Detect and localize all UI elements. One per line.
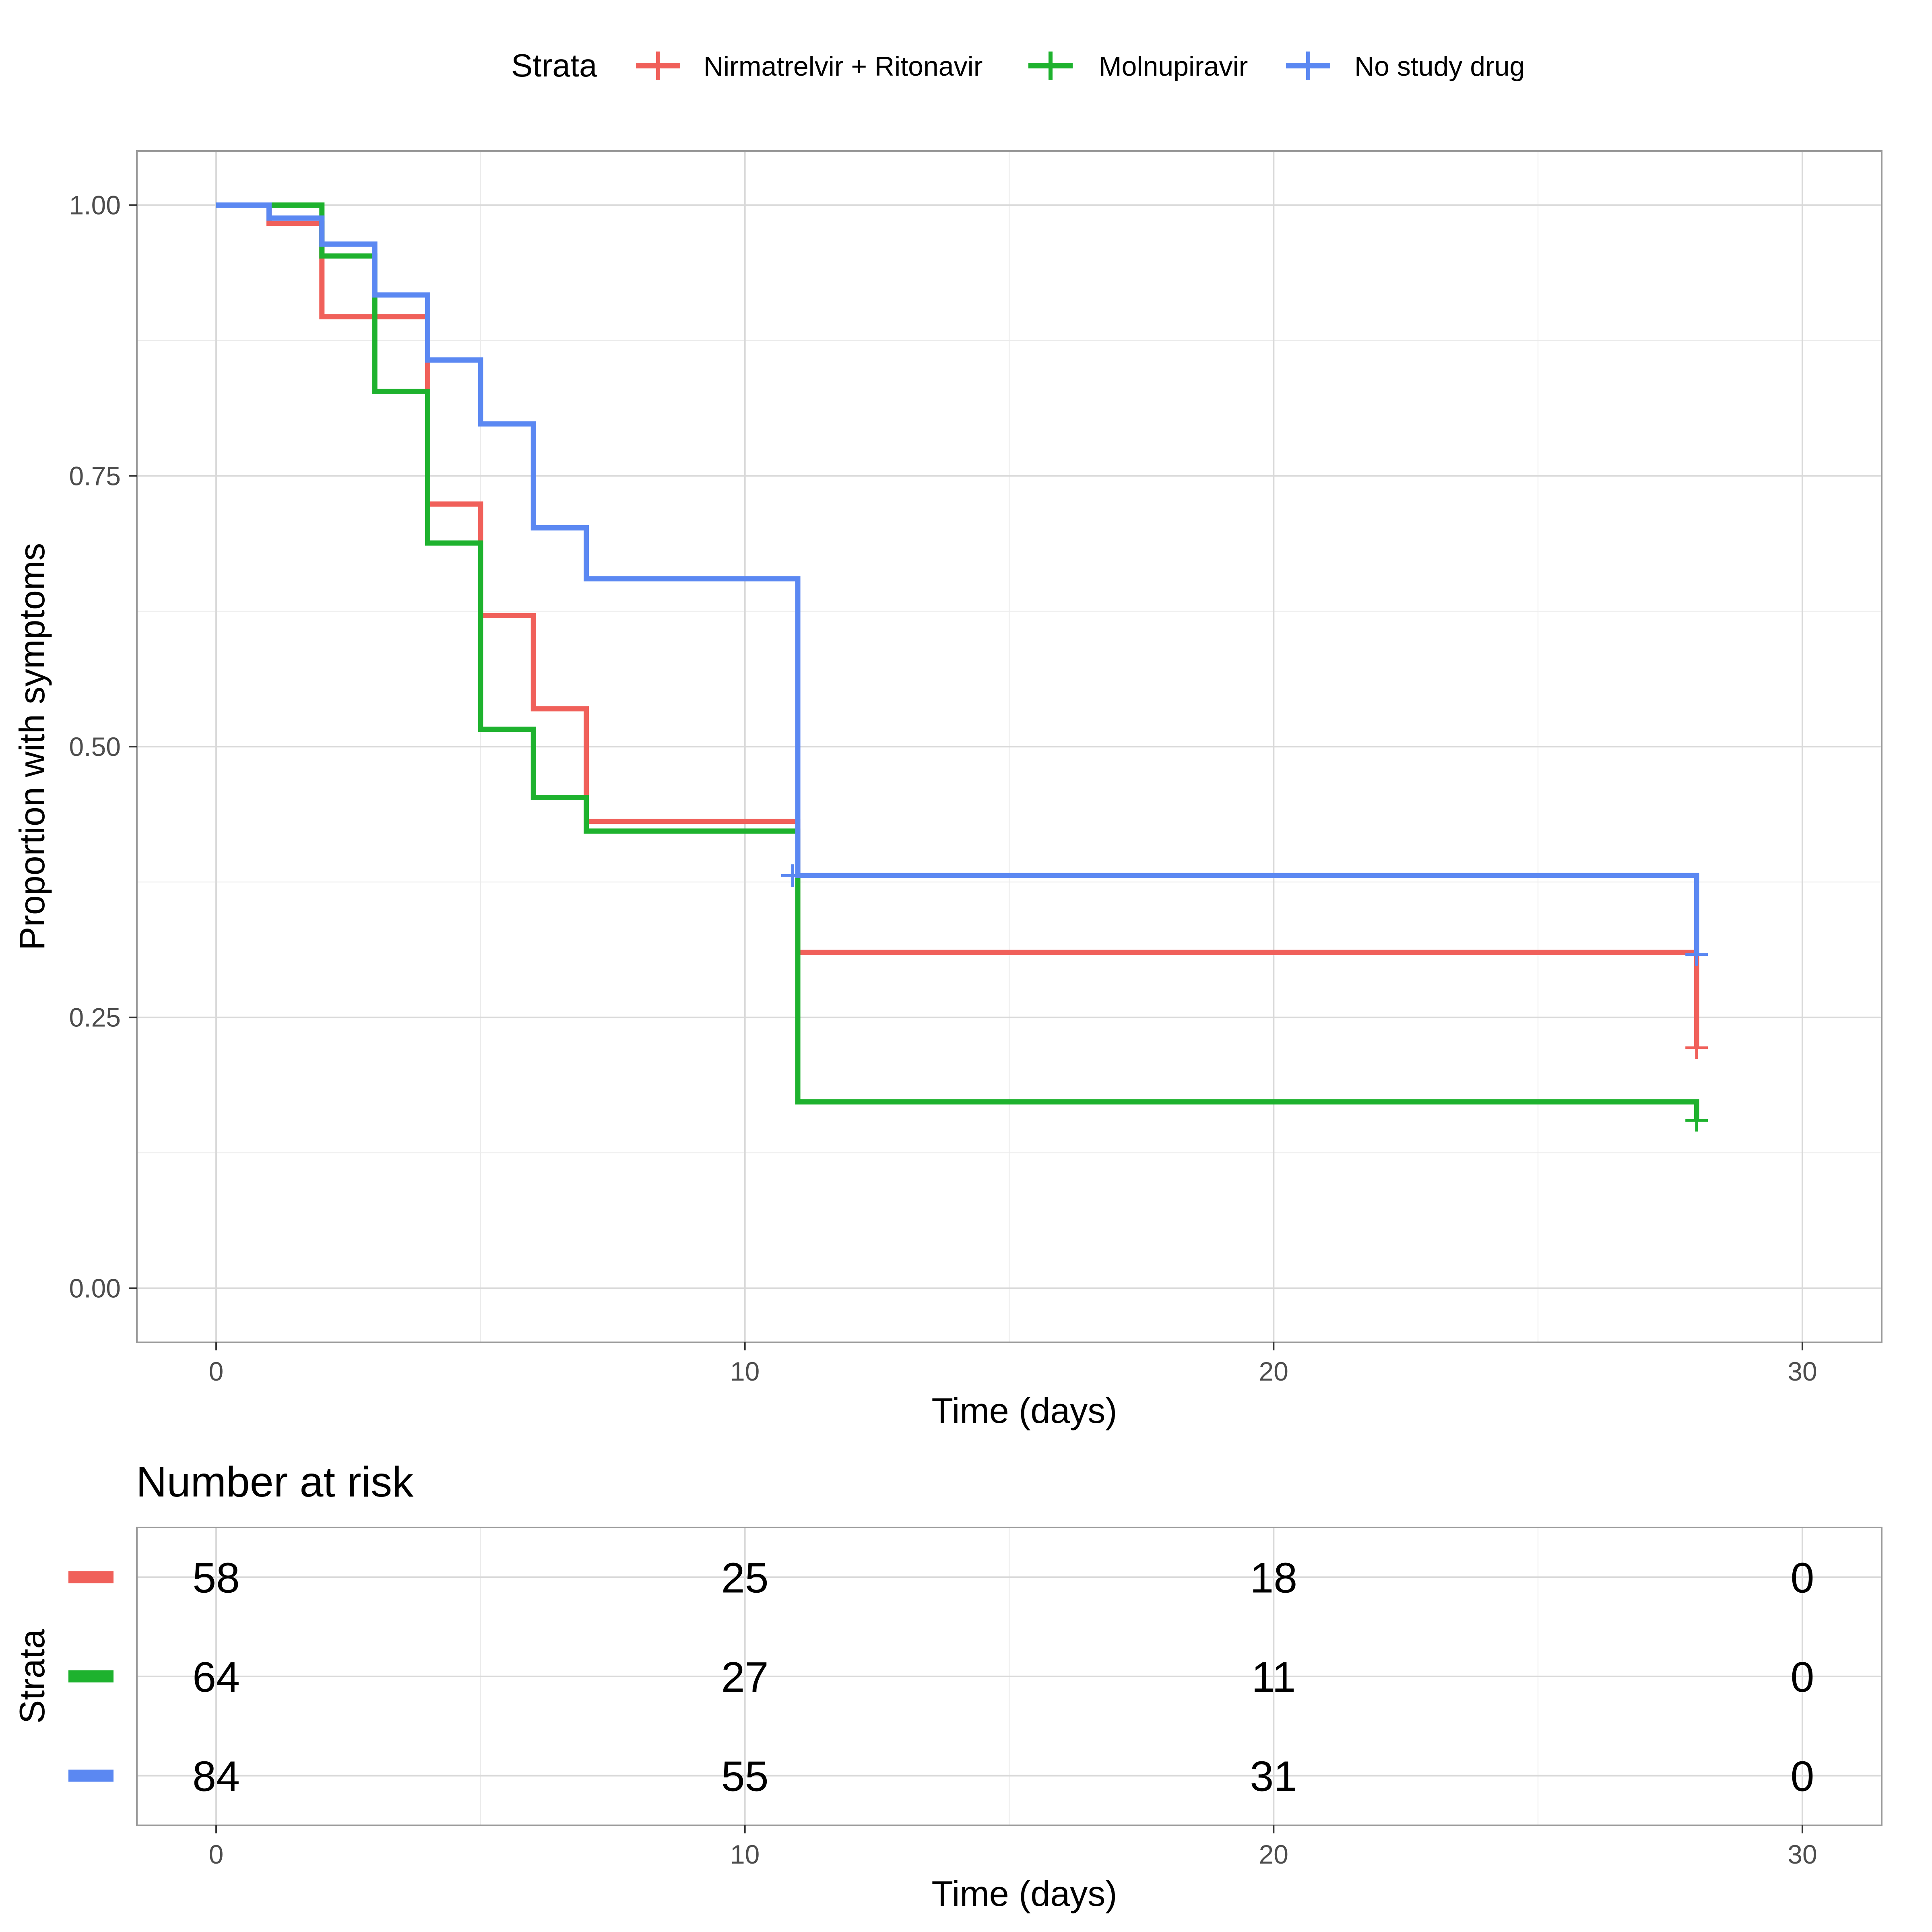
risk-table-title: Number at risk — [136, 1458, 414, 1506]
x-tick-label: 0 — [209, 1356, 224, 1386]
risk-count: 0 — [1790, 1653, 1814, 1701]
legend-label-nirmatrelvir: Nirmatrelvir + Ritonavir — [704, 51, 983, 82]
plot-grid — [137, 151, 1882, 1342]
risk-count: 0 — [1790, 1753, 1814, 1800]
legend-label-molnupiravir: Molnupiravir — [1099, 51, 1248, 82]
risk-count: 31 — [1250, 1753, 1297, 1800]
survival-curve-3 — [216, 202, 1699, 955]
risk-table-axes: 0 10 20 30 — [209, 1825, 1817, 1869]
y-tick-label: 1.00 — [69, 190, 121, 220]
y-axis-title: Proportion with symptoms — [12, 543, 52, 950]
risk-y-axis-title: Strata — [12, 1629, 52, 1724]
legend-item-nirmatrelvir: Nirmatrelvir + Ritonavir — [636, 51, 983, 82]
x-tick-label: 10 — [730, 1356, 760, 1386]
risk-table-grid — [137, 1527, 1882, 1825]
y-tick-label: 0.00 — [69, 1273, 121, 1303]
risk-count: 18 — [1250, 1554, 1297, 1602]
survival-curve-2 — [216, 202, 1699, 1121]
km-plot: 0 10 20 300.000.250.500.751.00 Time (days) … — [12, 150, 1882, 1430]
legend: Strata Nirmatrelvir + Ritonavir Molnupir… — [511, 47, 1525, 83]
y-tick-label: 0.25 — [69, 1003, 121, 1032]
legend-title: Strata — [511, 47, 597, 83]
x-tick-label: 30 — [1788, 1356, 1817, 1386]
x-axis-title: Time (days) — [931, 1391, 1117, 1430]
risk-x-axis-title: Time (days) — [931, 1874, 1117, 1913]
risk-table: Number at risk 58 25 18 0 64 27 11 0 84 55 31 0 0 10… — [12, 1458, 1882, 1913]
risk-x-tick-label: 0 — [209, 1839, 224, 1869]
y-tick-label: 0.75 — [69, 461, 121, 491]
legend-item-no-study-drug: No study drug — [1286, 51, 1525, 82]
risk-x-tick-label: 10 — [730, 1839, 760, 1869]
risk-table-border — [136, 1527, 1882, 1826]
survival-curves — [216, 202, 1708, 1132]
risk-table-rows: 58 25 18 0 64 27 11 0 84 55 31 0 — [68, 1554, 1814, 1800]
risk-count: 55 — [721, 1753, 769, 1800]
risk-x-tick-label: 30 — [1788, 1839, 1817, 1869]
plot-axes: 0 10 20 30 0.00 0.25 0.50 0.75 1.00 — [69, 190, 1817, 1386]
risk-count: 84 — [192, 1753, 240, 1800]
legend-item-molnupiravir: Molnupiravir — [1028, 51, 1248, 82]
risk-count: 0 — [1790, 1554, 1814, 1602]
x-tick-label: 20 — [1259, 1356, 1288, 1386]
risk-count: 27 — [721, 1653, 769, 1701]
legend-label-no-study-drug: No study drug — [1354, 51, 1525, 82]
risk-count: 25 — [721, 1554, 769, 1602]
risk-count: 11 — [1251, 1653, 1296, 1701]
risk-x-tick-label: 20 — [1259, 1839, 1288, 1869]
risk-count: 64 — [192, 1653, 240, 1701]
risk-count: 58 — [192, 1554, 240, 1602]
y-tick-label: 0.50 — [69, 732, 121, 762]
